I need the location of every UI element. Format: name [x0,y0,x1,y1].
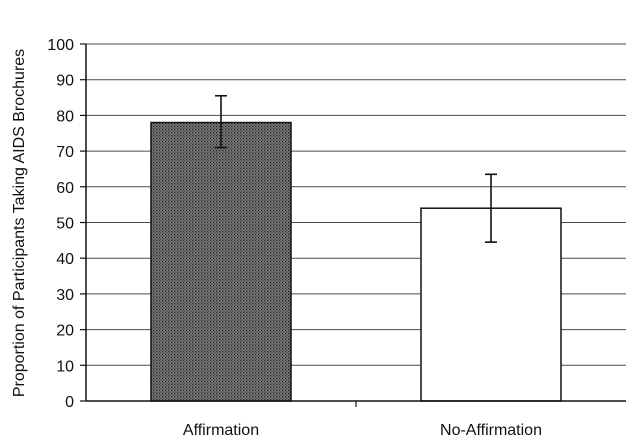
y-tick-label: 60 [56,180,74,197]
y-tick-label: 80 [56,108,74,125]
y-tick-label: 0 [65,394,74,411]
y-tick-labels: 0 10 20 30 40 50 60 70 80 90 100 [47,37,74,411]
x-category-label: Affirmation [183,422,259,437]
y-tick-label: 40 [56,251,74,268]
y-tick-label: 20 [56,323,74,340]
y-tick-label: 10 [56,358,74,375]
bars [150,121,562,402]
y-axis-label: Proportion of Participants Taking AIDS B… [11,49,28,397]
bar-affirmation [150,121,292,402]
y-tick-label: 30 [56,287,74,304]
y-tick-label: 100 [47,37,74,54]
y-tick-label: 90 [56,73,74,90]
y-tick-label: 70 [56,144,74,161]
error-bars [215,94,497,243]
category-labels: Affirmation No-Affirmation [183,422,542,437]
axes [80,43,626,407]
y-tick-label: 50 [56,216,74,233]
x-category-label: No-Affirmation [440,422,542,437]
